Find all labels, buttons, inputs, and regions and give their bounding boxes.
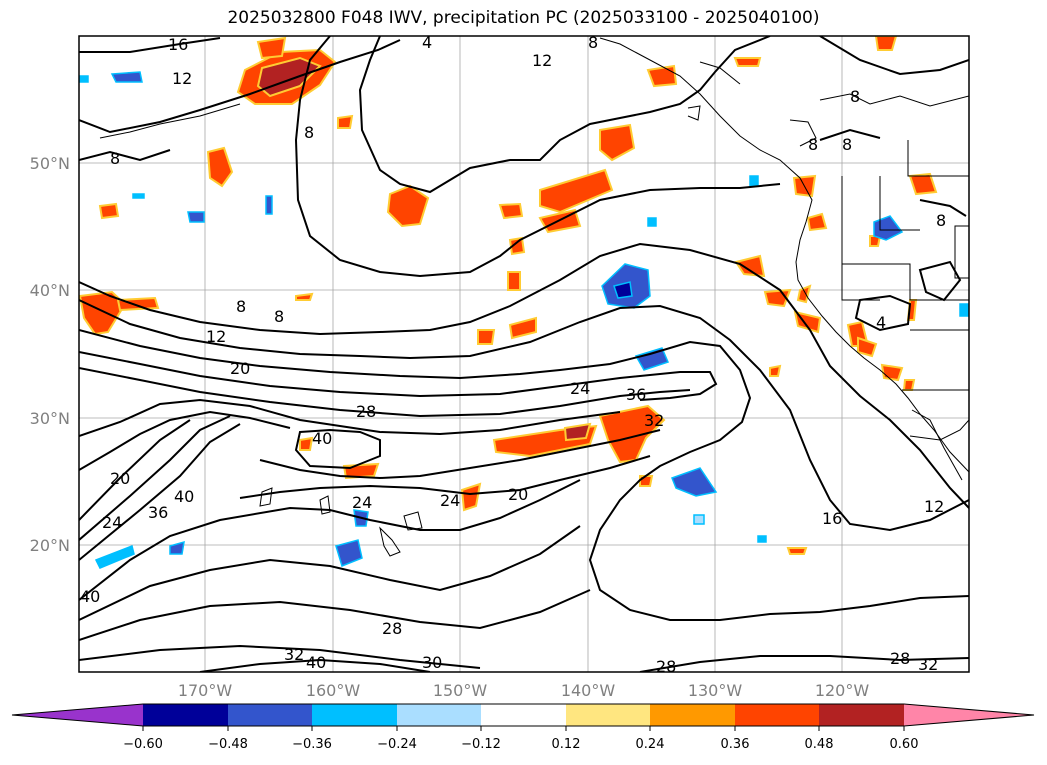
contour-label: 24 [102,513,122,532]
contour-label: 32 [918,655,938,674]
contour-label: 16 [168,35,188,54]
colorbar-tick-label: −0.12 [461,737,501,752]
colorbar-tick-label: −0.48 [208,737,248,752]
contour-label: 12 [206,327,226,346]
contour-label: 8 [808,135,818,154]
colorbar-tick-label: −0.36 [292,737,332,752]
colorbar-segment [12,704,143,726]
colorbar-segment [566,704,650,726]
lat-label: 20°N [30,536,70,555]
colorbar-segment [312,704,397,726]
map-frame [78,35,970,673]
colorbar-tick-label: 0.60 [890,737,919,752]
contour-label: 12 [924,497,944,516]
colorbar-segment [904,704,1034,726]
contour-label: 8 [850,87,860,106]
lon-label: 150°W [433,681,488,700]
colorbar-segment [819,704,904,726]
contour-label: 32 [284,645,304,664]
coastlines [99,37,969,557]
contour-label: 8 [110,149,120,168]
colorbar-tick-label: −0.60 [123,737,163,752]
longitude-labels: 170°W 160°W 150°W 140°W 130°W 120°W [178,681,870,700]
contour-label: 40 [80,587,100,606]
contour-label: 24 [440,491,460,510]
contour-label: 4 [876,313,886,332]
map-panel: 16 12 8 4 8 12 8 8 8 8 8 8 8 12 20 28 24… [78,33,970,676]
contour-label: 8 [588,33,598,52]
lat-label: 40°N [30,281,70,300]
contour-label: 28 [356,402,376,421]
contour-label: 8 [274,307,284,326]
contour-label: 20 [508,485,528,504]
colorbar-tick-label: 0.12 [552,737,581,752]
contour-label: 4 [422,33,432,52]
colorbar-segment [397,704,481,726]
contour-label: 8 [236,297,246,316]
colorbar-segment [481,704,566,726]
lat-label: 30°N [30,409,70,428]
colorbar-tick-label: 0.36 [721,737,750,752]
contour-label: 24 [352,493,372,512]
contour-label: 8 [936,211,946,230]
lon-label: 120°W [815,681,870,700]
lon-label: 130°W [688,681,743,700]
contour-label: 30 [422,653,442,672]
colorbar-tick-label: 0.48 [805,737,834,752]
colorbar-segment [143,704,228,726]
contour-label: 36 [148,503,168,522]
colorbar-tick-label: 0.24 [636,737,665,752]
contour-label: 40 [312,429,332,448]
contour-label: 36 [626,385,646,404]
lon-label: 160°W [306,681,361,700]
contour-label: 8 [304,123,314,142]
contour-label: 24 [570,379,590,398]
lon-label: 170°W [178,681,233,700]
contour-label: 40 [174,487,194,506]
colorbar-segment [735,704,819,726]
contour-label: 12 [532,51,552,70]
contour-label: 28 [890,649,910,668]
contour-label: 28 [656,657,676,676]
contour-label: 32 [644,411,664,430]
iwv-contours [79,36,969,672]
precip-negative-regions [79,71,969,569]
graticule [79,36,969,672]
colorbar: −0.60 −0.48 −0.36 −0.24 −0.12 0.12 0.24 … [11,703,1035,752]
colorbar-tick-label: −0.24 [377,737,417,752]
contour-label: 8 [842,135,852,154]
contour-label: 20 [110,469,130,488]
contour-label: 12 [172,69,192,88]
contour-label: 40 [306,653,326,672]
colorbar-segment [228,704,312,726]
lat-label: 50°N [30,154,70,173]
contour-label: 16 [822,509,842,528]
colorbar-segment [650,704,735,726]
lon-label: 140°W [561,681,616,700]
map-title: 2025032800 F048 IWV, precipitation PC (2… [227,8,820,28]
iwv-contour-labels: 16 12 8 4 8 12 8 8 8 8 8 8 8 12 20 28 24… [80,33,946,676]
contour-label: 28 [382,619,402,638]
contour-label: 20 [230,359,250,378]
latitude-labels: 50°N 40°N 30°N 20°N [30,154,70,555]
